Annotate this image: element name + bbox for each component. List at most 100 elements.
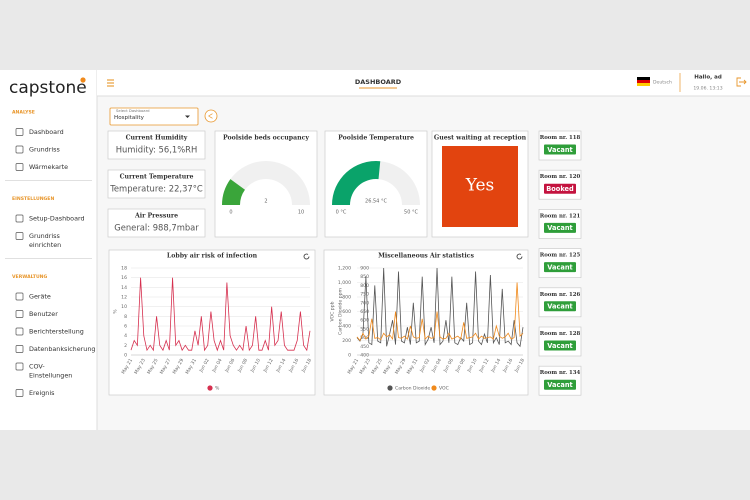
room-name: Room nr. 126 [540,292,581,298]
logo-dot [80,77,86,83]
info-card [107,208,206,238]
nav-item[interactable]: Ereignis [29,389,55,397]
guest-status: Yes [465,176,495,196]
room-status: Vacant [547,263,572,271]
y-tick-label: 600 [342,309,351,315]
sidebar-heading: VERWALTUNG [12,274,48,280]
nav-item-line: Grundriss [29,232,60,240]
legend-swatch[interactable] [207,385,213,391]
y-tick-label: 450 [360,344,369,350]
nav-icon [15,232,24,240]
nav-item[interactable]: Benutzer [29,310,58,318]
share-button[interactable] [204,109,218,123]
gauge-title: Poolside Temperature [338,135,414,142]
room-name: Room nr. 134 [540,370,581,376]
y-tick-label: 4 [124,333,127,339]
logout[interactable] [736,77,747,87]
y-tick-label: 10 [121,304,127,310]
room-name: Room nr. 118 [540,135,581,141]
y-tick-label: 800 [360,283,369,289]
legend-swatch[interactable] [387,385,393,391]
y-axis-label: % [113,309,119,314]
dashboard-select[interactable] [109,107,199,126]
nav-item-line: einrichten [29,241,61,249]
y-tick-label: 1,000 [338,280,351,286]
y-tick-label: 18 [121,266,127,272]
room-name: Room nr. 128 [540,331,581,337]
y-tick-label: 0 [124,353,127,359]
gauge-title: Poolside beds occupancy [223,135,309,142]
y-tick-label: 400 [360,353,369,359]
room-status: Vacant [547,303,572,311]
room-status-badge [544,144,576,155]
room-status: Booked [546,185,574,193]
datetime: 19.06. 13:13 [693,86,722,92]
select-value: Hospitality [114,115,145,121]
info-text: General: 988,7mbar [114,223,199,233]
info-text: Temperature: 22,37°C [109,184,203,194]
info-title: Current Humidity [126,135,188,142]
nav-item[interactable]: Wärmekarte [29,163,68,171]
gauge-range-label: 0 [229,210,232,216]
y-tick-label: 400 [342,324,351,330]
y-tick-label: 850 [360,274,369,280]
room-status-badge [544,301,576,312]
info-title: Air Pressure [134,213,178,220]
room-name: Room nr. 120 [540,174,581,180]
chart-title: Miscellaneous Air statistics [378,253,474,260]
nav-icon [15,163,24,171]
nav-icon [15,292,24,301]
flag[interactable] [637,77,650,86]
gauge-value [332,161,381,205]
language[interactable]: Deutsch [653,80,672,86]
info-title: Current Temperature [120,174,194,181]
nav-icon [15,362,24,371]
nav-item[interactable]: Grundriss [29,146,60,154]
nav-item[interactable]: Datenbanksicherung [29,345,95,353]
gauge-range-label: 0 °C [336,210,347,216]
room-status-badge [544,183,576,194]
page-title: DASHBOARD [355,78,402,86]
greeting: Hallo, ad [694,75,722,81]
nav-item-line: Einstellungen [29,372,72,380]
chart-title: Lobby air risk of infection [167,253,258,260]
nav-item[interactable]: Grundriss einrichten [29,232,61,249]
refresh-button[interactable] [303,253,310,260]
nav-icon [15,389,24,397]
data-line [130,277,311,352]
legend-label[interactable]: VOC [439,386,449,392]
nav-item[interactable]: COV-Einstellungen [29,363,72,380]
select-caret [185,115,190,118]
y-tick-label: 16 [121,275,127,281]
chart-card [323,249,529,396]
y-tick-label: 550 [360,326,369,332]
legend-label[interactable]: Carbon Dioxide [395,386,430,392]
nav-icon [15,128,24,136]
nav-item[interactable]: Dashboard [29,128,64,136]
guest-title: Guest waiting at reception [434,135,527,142]
y-tick-label: 800 [342,295,351,301]
nav-item-line: COV- [29,363,45,371]
y-axis-label: VOC ppb [330,301,336,321]
y-tick-label: 500 [360,335,369,341]
data-line [356,267,524,348]
gauge-value [222,179,245,205]
y-tick-label: 900 [360,266,369,272]
nav-icon [15,145,24,154]
guest-status-box [442,146,518,227]
y2-axis-label: Carbon Dioxide ppm [338,287,344,335]
info-card [107,169,206,199]
nav-item[interactable]: Berichterstellung [29,328,84,336]
refresh-button[interactable] [516,253,523,260]
gauge-range-label: 50 °C [404,210,418,216]
legend-label[interactable]: % [215,386,220,392]
room-status-badge [544,262,576,273]
menu-button[interactable] [107,79,114,87]
gauge-range-label: 10 [298,210,304,216]
logo: capstone [9,78,87,98]
nav-item[interactable]: Geräte [29,293,51,301]
sidebar-heading: ANALYSE [12,110,35,116]
legend-swatch[interactable] [431,385,437,391]
nav-item[interactable]: Setup-Dashboard [29,215,85,223]
y-tick-label: 6 [124,324,127,330]
